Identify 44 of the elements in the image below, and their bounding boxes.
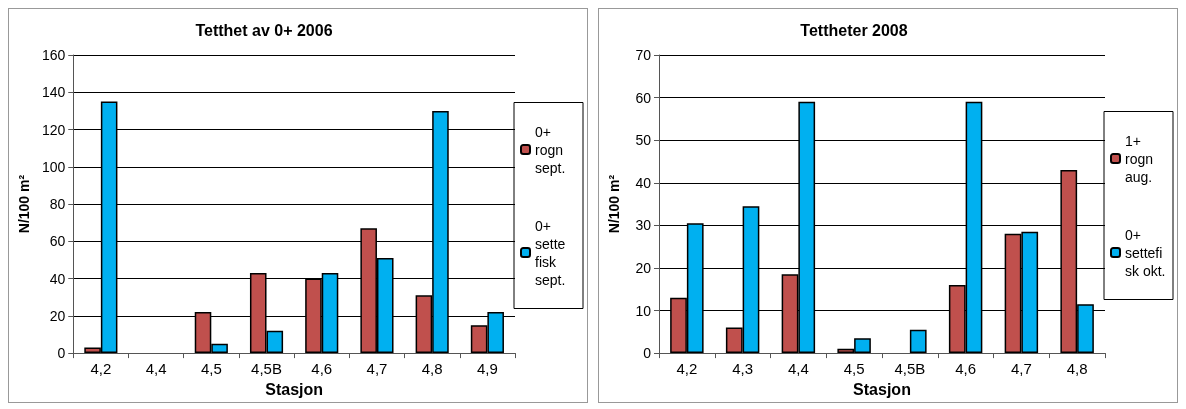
x-tick-label: 4,7 xyxy=(1010,360,1032,378)
x-tick-label: 4,5B xyxy=(251,360,282,378)
y-tick-label: 70 xyxy=(635,47,652,63)
y-tick-label: 0 xyxy=(57,345,66,362)
x-tick-label: 4,8 xyxy=(1066,360,1088,378)
legend-label: 1+ rogn aug. xyxy=(1125,132,1157,185)
x-tick-label: 4,8 xyxy=(421,360,443,378)
y-tick-label: 30 xyxy=(635,217,652,234)
x-axis-title: Stasjon xyxy=(265,380,324,398)
legend-label: 0+ sette fisk sept. xyxy=(535,217,570,288)
x-tick-label: 4,5 xyxy=(843,360,865,378)
x-axis-title: Stasjon xyxy=(853,380,911,398)
x-tick-label: 4,4 xyxy=(145,360,167,378)
x-tick-label: 4,9 xyxy=(476,360,498,378)
y-tick-label: 50 xyxy=(635,132,652,149)
y-tick-label: 160 xyxy=(41,47,66,63)
y-axis-title: N/100 m² xyxy=(16,174,32,234)
y-tick-label: 20 xyxy=(49,307,66,324)
legend-label: 0+ rogn sept. xyxy=(535,123,567,176)
legend-label: 0+ settefisk okt. xyxy=(1125,226,1166,279)
bar xyxy=(909,329,927,354)
y-tick-label: 60 xyxy=(635,89,652,106)
x-tick-label: 4,2 xyxy=(676,360,698,378)
y-tick-label: 20 xyxy=(635,259,652,276)
y-tick-label: 140 xyxy=(41,84,66,101)
y-tick-label: 40 xyxy=(49,270,66,287)
y-tick-label: 0 xyxy=(643,345,652,362)
y-tick-label: 100 xyxy=(41,158,66,175)
y-tick-label: 80 xyxy=(49,196,66,213)
y-tick-label: 10 xyxy=(635,302,652,319)
y-tick-label: 120 xyxy=(41,121,66,138)
x-tick-label: 4,3 xyxy=(732,360,754,378)
y-axis-title: N/100 m² xyxy=(606,174,622,234)
x-tick-label: 4,7 xyxy=(366,360,388,378)
y-tick-label: 60 xyxy=(49,233,66,250)
y-tick-label: 40 xyxy=(635,174,652,191)
x-tick-label: 4,6 xyxy=(955,360,977,378)
x-tick-label: 4,4 xyxy=(787,360,809,378)
chart-title: Tetthet av 0+ 2006 xyxy=(195,21,333,39)
chart-title: Tettheter 2008 xyxy=(800,21,908,39)
x-tick-label: 4,6 xyxy=(311,360,333,378)
x-tick-label: 4,5B xyxy=(894,360,926,378)
x-tick-label: 4,2 xyxy=(90,360,112,378)
x-tick-label: 4,5 xyxy=(200,360,222,378)
